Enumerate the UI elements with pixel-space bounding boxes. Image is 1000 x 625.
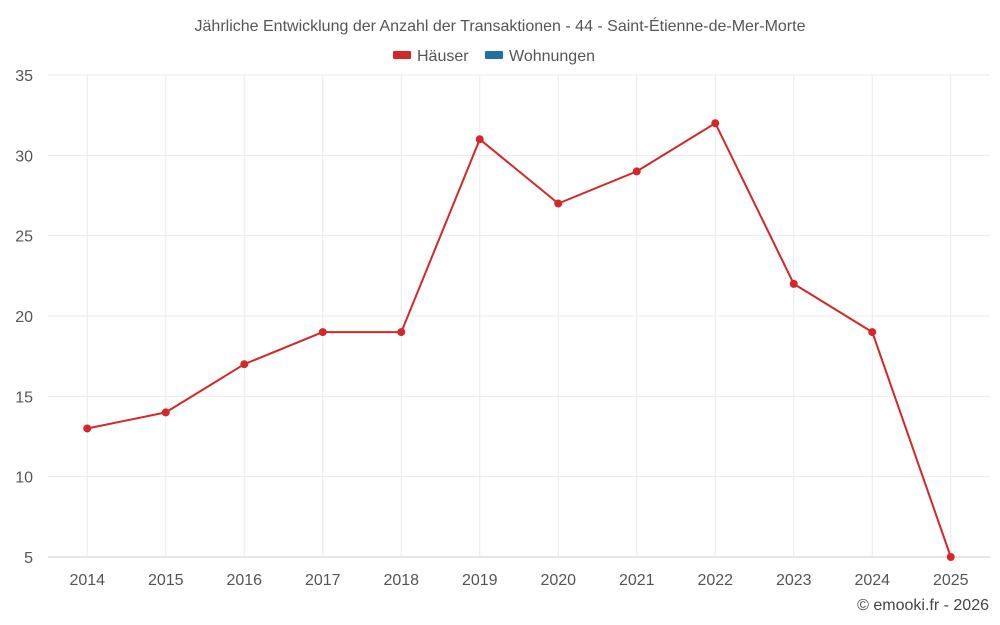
legend-swatch-wohnungen	[485, 51, 503, 59]
x-tick-label: 2022	[697, 572, 733, 589]
y-tick-label: 5	[24, 550, 33, 567]
data-point[interactable]	[632, 167, 641, 176]
x-tick-label: 2025	[933, 572, 969, 589]
data-point[interactable]	[240, 360, 249, 369]
series-line-0	[87, 122, 952, 558]
x-tick-label: 2014	[69, 572, 105, 589]
x-tick-label: 2019	[462, 572, 498, 589]
data-point[interactable]	[946, 553, 955, 561]
x-tick-label: 2015	[148, 572, 184, 589]
x-axis: 2014 2015 2016 2017 2018 2019 2020 2021 2022 2023…	[69, 572, 968, 589]
y-tick-label: 30	[15, 148, 33, 165]
grid	[48, 74, 990, 558]
data-point[interactable]	[868, 328, 877, 337]
legend-label-haeuser: Häuser	[417, 48, 469, 65]
y-tick-label: 20	[15, 309, 33, 326]
y-axis: 5 10 15 20 25 30 35	[15, 68, 33, 567]
x-tick-label: 2016	[226, 572, 262, 589]
x-tick-label: 2020	[540, 572, 576, 589]
x-tick-label: 2018	[383, 572, 419, 589]
credit-text: © emooki.fr - 2026	[857, 597, 989, 614]
x-tick-label: 2021	[619, 572, 655, 589]
data-point[interactable]	[789, 279, 798, 288]
data-point[interactable]	[83, 424, 92, 433]
x-tick-label: 2024	[854, 572, 890, 589]
data-point[interactable]	[161, 408, 170, 417]
y-tick-label: 15	[15, 389, 33, 406]
data-point[interactable]	[397, 328, 406, 337]
data-point[interactable]	[554, 199, 563, 208]
series-layer	[83, 119, 955, 561]
y-tick-label: 10	[15, 470, 33, 487]
legend-label-wohnungen: Wohnungen	[509, 48, 595, 65]
legend: Häuser Wohnungen	[393, 48, 595, 65]
legend-swatch-haeuser	[393, 51, 411, 59]
chart-title: Jährliche Entwicklung der Anzahl der Tra…	[195, 16, 806, 35]
y-tick-label: 25	[15, 229, 33, 246]
data-point[interactable]	[475, 135, 484, 144]
x-tick-label: 2017	[305, 572, 341, 589]
data-point[interactable]	[318, 328, 327, 337]
x-tick-label: 2023	[776, 572, 812, 589]
data-point[interactable]	[711, 119, 720, 128]
y-tick-label: 35	[15, 68, 33, 85]
